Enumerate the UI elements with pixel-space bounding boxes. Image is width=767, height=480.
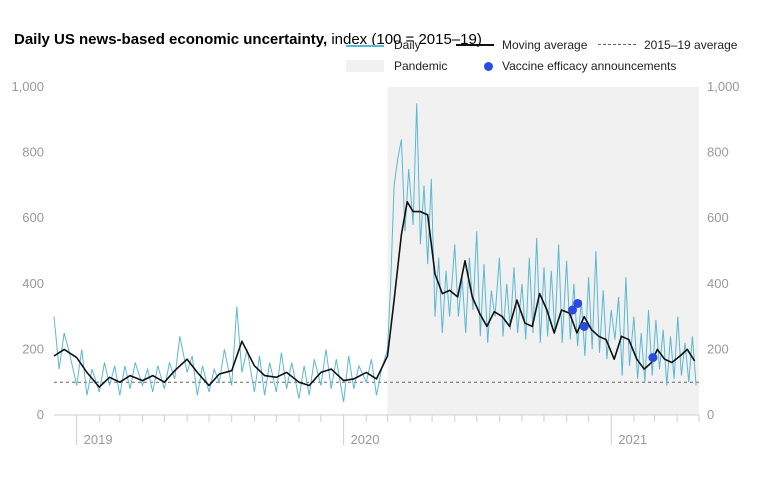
x-tick-label: 2021 (618, 432, 647, 447)
vaccine-announcement-point (567, 305, 577, 315)
y-tick-label-left: 600 (22, 210, 44, 225)
y-tick-label-left: 200 (22, 341, 44, 356)
chart-title: Daily US news-based economic uncertainty… (14, 31, 482, 49)
y-tick-label-left: 800 (22, 145, 44, 160)
y-tick-label-right: 600 (707, 210, 729, 225)
legend-pandemic-label: Pandemic (394, 59, 448, 73)
legend-moving-average-label: Moving average (502, 38, 588, 52)
legend-baseline-label: 2015–19 average (644, 38, 738, 52)
pandemic-shading (387, 87, 699, 415)
legend-pandemic-swatch (346, 60, 384, 72)
legend-vaccine-label: Vaccine efficacy announcements (502, 59, 677, 73)
y-tick-label-left: 1,000 (11, 79, 44, 94)
legend-daily-swatch (346, 45, 384, 47)
chart-title-bold: Daily US news-based economic uncertainty… (14, 31, 328, 48)
y-tick-label-right: 0 (707, 407, 714, 422)
y-tick-label-left: 0 (37, 407, 44, 422)
y-tick-label-left: 400 (22, 276, 44, 291)
daily-series-line (53, 103, 697, 402)
y-tick-label-right: 400 (707, 276, 729, 291)
x-tick-label: 2019 (84, 432, 113, 447)
legend-moving-average-swatch (456, 44, 494, 46)
vaccine-announcement-point (579, 321, 589, 331)
y-tick-label-right: 200 (707, 341, 729, 356)
moving-average-line (53, 201, 696, 388)
vaccine-announcement-point (573, 298, 583, 308)
y-tick-label-right: 1,000 (707, 79, 740, 94)
x-tick-label: 2020 (351, 432, 380, 447)
legend-vaccine-swatch (484, 62, 493, 71)
legend-daily-label: Daily (394, 38, 421, 52)
y-tick-label-right: 800 (707, 145, 729, 160)
vaccine-announcement-point (648, 353, 658, 363)
chart-title-subtitle: index (100 = 2015–19) (327, 31, 482, 48)
legend-baseline-swatch (598, 44, 636, 45)
